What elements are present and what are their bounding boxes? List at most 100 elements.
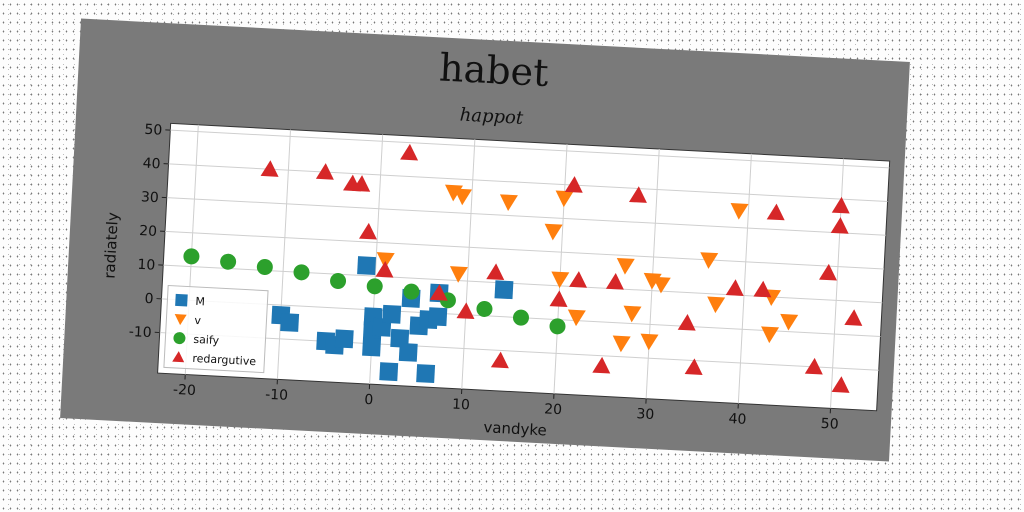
point-redargutive (564, 176, 583, 193)
x-grid-line (553, 144, 568, 394)
y-tick-label: -10 (128, 324, 152, 341)
y-tick-label: 20 (139, 223, 158, 240)
point-saify (476, 300, 493, 317)
point-v (616, 257, 635, 275)
point-v (612, 335, 631, 353)
point-v (454, 188, 473, 206)
point-redargutive (753, 280, 772, 298)
point-saify (512, 309, 529, 326)
point-redargutive (677, 313, 696, 331)
legend-box (163, 284, 269, 374)
point-redargutive (490, 351, 509, 369)
point-saify (220, 253, 237, 270)
point-m (280, 312, 300, 332)
legend-marker-m (175, 293, 188, 307)
x-axis-label: vandyke (483, 418, 547, 439)
point-saify (330, 273, 347, 290)
y-grid-line (166, 197, 886, 236)
legend-label-m: M (195, 295, 205, 308)
y-grid-line (170, 129, 890, 169)
legend-label-v: v (194, 314, 202, 327)
point-redargutive (830, 217, 849, 234)
y-grid-line (164, 230, 885, 270)
x-tick-label: 10 (452, 397, 471, 414)
point-redargutive (358, 222, 377, 240)
point-redargutive (844, 309, 863, 326)
point-v (555, 190, 574, 208)
point-redargutive (400, 143, 419, 161)
y-grid-line (168, 163, 888, 203)
point-v (700, 252, 719, 269)
point-redargutive (831, 196, 850, 214)
x-tick-label: 40 (728, 411, 747, 428)
point-redargutive (429, 284, 448, 301)
legend-marker-v (174, 314, 187, 326)
point-m (416, 364, 436, 384)
x-tick-label: -10 (265, 387, 289, 404)
point-saify (366, 278, 383, 295)
point-saify (403, 283, 420, 300)
legend-marker-saify (173, 332, 186, 345)
chart-svg: -20 -10 0 10 20 30 40 50 -10 0 10 20 30 40 50 vandyke ra… (100, 122, 891, 439)
point-m (379, 362, 399, 382)
point-redargutive (352, 175, 371, 192)
point-v (640, 333, 659, 351)
point-v (623, 305, 642, 323)
point-m (357, 256, 377, 276)
point-m (390, 328, 410, 348)
point-m (382, 304, 402, 324)
point-redargutive (456, 302, 475, 320)
point-v (376, 252, 395, 269)
y-tick-label: 40 (142, 156, 161, 173)
point-v (730, 203, 749, 220)
y-tick-label: 10 (137, 257, 156, 274)
x-tick-label: -20 (173, 382, 197, 399)
legend-label-redargutive: redargutive (192, 352, 257, 368)
legend-label-saify: saify (193, 333, 220, 347)
point-saify (183, 248, 200, 265)
point-v (544, 223, 563, 241)
point-v (551, 271, 570, 289)
point-redargutive (375, 260, 394, 278)
x-grid-line (276, 129, 292, 380)
point-redargutive (766, 203, 785, 221)
point-v (567, 309, 586, 327)
point-saify (256, 259, 273, 276)
point-redargutive (831, 376, 850, 393)
point-redargutive (725, 279, 744, 296)
point-m (398, 342, 418, 362)
point-v (780, 313, 799, 331)
point-redargutive (569, 271, 588, 288)
point-redargutive (819, 263, 837, 281)
legend-marker-redargutive (172, 351, 185, 363)
point-v (652, 276, 671, 294)
point-redargutive (315, 163, 334, 180)
x-grid-line (461, 139, 476, 390)
point-v (449, 266, 468, 283)
point-m (428, 307, 448, 327)
point-m (494, 280, 514, 300)
x-tick-label: 50 (820, 416, 839, 433)
point-redargutive (549, 290, 568, 308)
x-tick-label: 0 (364, 392, 374, 408)
point-redargutive (486, 263, 505, 281)
point-redargutive (260, 160, 279, 177)
y-tick-label: 0 (144, 291, 154, 307)
point-redargutive (592, 356, 611, 374)
x-grid-line (737, 153, 752, 404)
point-redargutive (628, 186, 647, 203)
point-redargutive (605, 273, 624, 290)
point-v (707, 296, 726, 314)
x-tick-label: 30 (636, 406, 655, 423)
y-tick-label: 30 (141, 189, 160, 206)
point-m (362, 337, 382, 357)
point-v (761, 326, 780, 344)
y-tick-label: 50 (144, 122, 163, 139)
y-grid-line (159, 332, 879, 371)
point-redargutive (804, 357, 823, 375)
point-saify (549, 318, 566, 335)
point-v (499, 194, 518, 211)
point-m (334, 329, 354, 349)
point-saify (293, 264, 310, 281)
figure-panel: habet happot -20 -10 0 10 20 30 40 50 -10 0 10 20 30… (60, 18, 910, 462)
